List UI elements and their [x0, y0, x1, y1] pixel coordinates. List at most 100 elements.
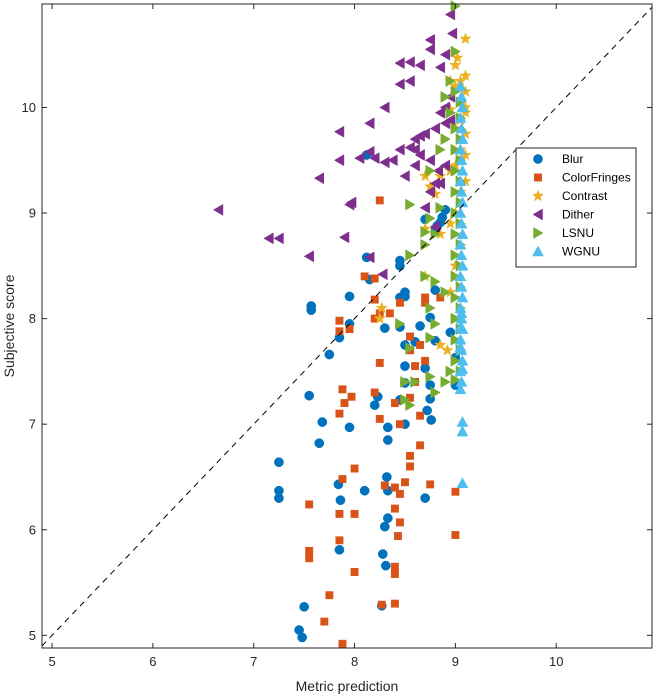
- data-point-dither: [364, 145, 375, 158]
- data-point-blur: [400, 287, 410, 298]
- legend-item-colorfringes: ColorFringes: [534, 171, 631, 185]
- legend: Blur ColorFringes Contrast Dither LSNU WGNU: [515, 147, 637, 268]
- data-point-colorfringes: [370, 274, 379, 283]
- series-wgnu: [454, 80, 469, 489]
- data-point-dither: [444, 8, 456, 21]
- data-point-dither: [446, 27, 458, 40]
- data-point-lsnu: [450, 312, 461, 325]
- data-point-colorfringes: [338, 475, 347, 484]
- y-tick-label: 8: [29, 311, 36, 326]
- data-point-colorfringes: [335, 316, 344, 325]
- data-point-lsnu: [435, 143, 446, 156]
- legend-marker-blur: [533, 154, 543, 164]
- data-point-colorfringes: [416, 341, 425, 349]
- data-point-lsnu: [420, 270, 431, 283]
- data-point-dither: [399, 170, 410, 183]
- data-point-blur: [344, 291, 355, 302]
- data-point-blur: [334, 544, 345, 555]
- data-point-wgnu: [456, 363, 469, 375]
- data-point-dither: [434, 106, 446, 119]
- data-point-dither: [434, 61, 446, 74]
- data-point-blur: [377, 549, 388, 559]
- data-point-lsnu: [405, 249, 416, 262]
- data-point-dither: [263, 232, 274, 245]
- data-point-wgnu: [456, 291, 469, 303]
- data-point-blur: [344, 422, 355, 433]
- data-point-lsnu: [445, 365, 456, 378]
- x-tick-label: 8: [351, 654, 358, 669]
- data-point-colorfringes: [347, 392, 356, 401]
- data-point-dither: [379, 101, 390, 114]
- plot-frame: [41, 3, 653, 649]
- data-point-colorfringes: [451, 487, 460, 496]
- data-point-lsnu: [440, 286, 451, 299]
- data-point-blur: [317, 417, 328, 427]
- data-point-wgnu: [454, 341, 467, 352]
- data-point-colorfringes: [390, 504, 399, 513]
- data-point-colorfringes: [370, 388, 379, 397]
- data-point-dither: [379, 156, 390, 169]
- data-point-wgnu: [456, 425, 469, 437]
- x-tick-label: 10: [549, 654, 563, 669]
- data-point-blur: [379, 323, 390, 333]
- data-point-dither: [424, 154, 435, 167]
- data-point-lsnu: [440, 376, 451, 388]
- data-point-colorfringes: [305, 554, 314, 563]
- data-point-colorfringes: [350, 568, 359, 576]
- data-point-wgnu: [455, 154, 468, 165]
- data-point-colorfringes: [451, 531, 460, 539]
- y-tick-label: 10: [22, 100, 36, 115]
- data-point-contrast: [373, 312, 386, 324]
- data-point-dither: [313, 172, 325, 185]
- y-axis: 5 6 7 8 9 10: [22, 100, 652, 643]
- data-point-lsnu: [430, 317, 441, 330]
- data-point-blur: [314, 438, 325, 449]
- data-point-colorfringes: [375, 196, 384, 205]
- data-point-lsnu: [425, 164, 436, 177]
- data-point-dither: [444, 114, 456, 127]
- data-point-contrast: [459, 32, 472, 45]
- y-axis-label: Subjective score: [1, 274, 17, 377]
- data-point-lsnu: [430, 275, 441, 288]
- data-point-blur: [415, 321, 425, 331]
- data-point-colorfringes: [345, 325, 354, 334]
- data-point-colorfringes: [395, 298, 404, 307]
- data-point-colorfringes: [393, 532, 402, 541]
- data-point-colorfringes: [395, 489, 404, 498]
- data-point-lsnu: [425, 331, 436, 344]
- data-point-blur: [400, 361, 410, 371]
- data-point-blur: [306, 301, 317, 311]
- data-point-dither: [419, 127, 430, 140]
- data-point-lsnu: [405, 198, 416, 211]
- data-point-lsnu: [450, 249, 461, 262]
- legend-label: Contrast: [562, 189, 608, 203]
- data-point-colorfringes: [390, 399, 399, 408]
- legend-item-dither: Dither: [532, 208, 594, 222]
- data-point-wgnu: [456, 259, 469, 271]
- data-point-dither: [364, 117, 375, 130]
- data-point-wgnu: [455, 307, 468, 319]
- data-point-wgnu: [456, 133, 469, 144]
- data-point-wgnu: [454, 143, 467, 155]
- legend-label: LSNU: [562, 226, 594, 240]
- data-point-wgnu: [455, 185, 468, 197]
- data-point-blur: [294, 625, 304, 635]
- data-point-wgnu: [455, 90, 468, 102]
- data-point-blur: [324, 349, 335, 360]
- data-point-dither: [434, 177, 446, 190]
- data-point-dither: [404, 75, 415, 88]
- data-point-contrast: [451, 51, 464, 64]
- data-point-wgnu: [456, 164, 469, 176]
- legend-label: Dither: [562, 208, 594, 222]
- marks-layer: [212, 0, 472, 648]
- data-point-dither: [333, 154, 345, 167]
- data-point-lsnu: [450, 85, 461, 98]
- data-point-blur: [379, 521, 390, 532]
- data-point-lsnu: [450, 122, 461, 135]
- x-axis: 5 6 7 8 9 10: [48, 4, 563, 669]
- data-point-dither: [404, 56, 415, 68]
- data-point-contrast: [434, 169, 447, 182]
- legend-box: [515, 147, 637, 268]
- data-point-wgnu: [454, 383, 467, 395]
- data-point-colorfringes: [380, 481, 389, 490]
